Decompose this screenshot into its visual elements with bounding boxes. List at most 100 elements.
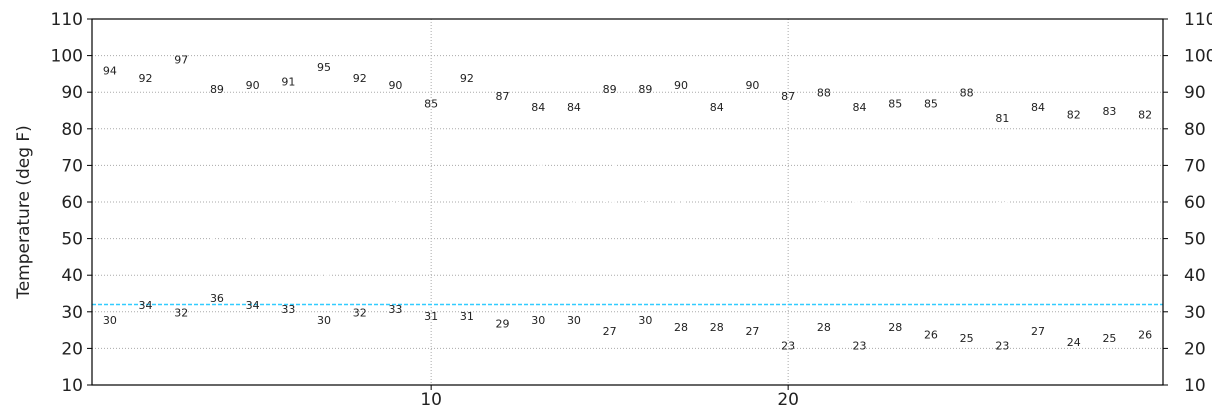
actual-high-label: 75 [1067,149,1081,162]
record-low-label: 32 [174,306,188,319]
actual-low-label: 41 [174,259,188,272]
record-high-label: 85 [888,98,902,111]
record-high-label: 88 [817,87,831,100]
record-high-label: 84 [853,101,867,114]
actual-low-label: 57 [638,200,652,213]
record-low-label: 34 [246,299,260,312]
record-low-label: 30 [317,314,331,327]
record-low-label: 32 [353,306,367,319]
record-high-label: 89 [210,83,224,96]
record-low-label: 31 [460,310,474,323]
actual-high-label: 60 [460,204,474,217]
record-low-label: 30 [567,314,581,327]
actual-high-label: 56 [174,219,188,232]
record-high-label: 92 [353,72,367,85]
actual-low-label: 54 [496,211,510,224]
actual-low-label: 55 [781,207,795,220]
y-tick-label-left: 80 [61,120,83,140]
actual-low-label: 41 [246,259,260,272]
y-tick-label-right: 10 [1184,376,1206,396]
record-low-label: 33 [281,303,295,316]
record-low-label: 29 [496,317,510,330]
record-high-label: 84 [710,101,724,114]
actual-low-label: 38 [317,270,331,283]
y-tick-label-right: 20 [1184,339,1206,359]
actual-high-label: 67 [388,178,402,191]
record-low-label: 23 [781,339,795,352]
record-low-label: 34 [139,299,153,312]
actual-high-label: 65 [496,186,510,199]
record-low-label: 30 [531,314,545,327]
y-tick-label-left: 60 [61,193,83,213]
record-low-label: 23 [853,339,867,352]
y-tick-label-right: 60 [1184,193,1206,213]
record-low-label: 28 [888,321,902,334]
actual-low-label: 58 [567,196,581,209]
actual-high-label: 61 [710,200,724,213]
actual-high-label: 77 [674,142,688,155]
plot-area [92,19,1163,385]
actual-low-label: 36 [281,277,295,290]
record-high-label: 87 [781,90,795,103]
record-low-label: 31 [424,310,438,323]
record-low-label: 23 [995,339,1009,352]
y-tick-label-left: 70 [61,156,83,176]
actual-high-label: 57 [281,215,295,228]
y-tick-label-right: 30 [1184,303,1206,323]
record-high-label: 85 [424,98,438,111]
record-low-label: 27 [603,325,617,338]
record-high-label: 92 [139,72,153,85]
actual-high-label: 63 [995,193,1009,206]
actual-low-label: 42 [353,255,367,268]
y-tick-label-right: 80 [1184,120,1206,140]
record-low-label: 27 [745,325,759,338]
actual-high-label: 64 [353,189,367,202]
plot-background [92,19,1163,385]
actual-high-label: 69 [424,171,438,184]
actual-high-label: 85 [638,113,652,126]
record-high-label: 94 [103,65,117,78]
record-high-label: 90 [674,79,688,92]
record-high-label: 90 [246,79,260,92]
y-tick-label-left: 30 [61,303,83,323]
actual-low-label: 56 [139,204,153,217]
record-low-label: 28 [817,321,831,334]
actual-low-label: 40 [210,262,224,275]
actual-low-label: 54 [745,211,759,224]
actual-low-label: 56 [1102,204,1116,217]
y-tick-label-right: 110 [1184,10,1212,30]
actual-high-label: 52 [210,233,224,246]
actual-low-label: 45 [995,244,1009,257]
actual-high-label: 76 [103,145,117,158]
y-tick-label-left: 10 [61,376,83,396]
record-high-label: 89 [603,83,617,96]
actual-high-label: 75 [924,149,938,162]
actual-high-label: 80 [960,131,974,144]
y-tick-label-left: 50 [61,230,83,250]
actual-low-label: 57 [817,200,831,213]
actual-low-label: 50 [460,226,474,239]
y-tick-label-right: 70 [1184,156,1206,176]
actual-low-label: 54 [1138,211,1152,224]
record-high-label: 95 [317,61,331,74]
record-high-label: 97 [174,54,188,67]
record-high-label: 85 [924,98,938,111]
record-high-label: 87 [496,90,510,103]
record-high-label: 84 [1031,101,1045,114]
record-high-label: 90 [745,79,759,92]
record-high-label: 82 [1067,108,1081,121]
actual-low-label: 57 [388,200,402,213]
y-tick-label-left: 90 [61,83,83,103]
record-low-label: 28 [674,321,688,334]
x-tick-label: 20 [777,390,799,407]
actual-high-label: 81 [1102,127,1116,140]
record-low-label: 27 [1031,325,1045,338]
record-high-label: 89 [638,83,652,96]
actual-low-label: 51 [960,222,974,235]
record-high-label: 83 [1102,105,1116,118]
actual-high-label: 65 [567,186,581,199]
actual-low-label: 59 [674,193,688,206]
y-tick-label-right: 90 [1184,83,1206,103]
value-label-layer: 94 76 54 30 92 75 56 34 97 56 41 32 89 52 40 36 90 52 41 34… [103,54,1152,353]
actual-high-label: 73 [817,156,831,169]
